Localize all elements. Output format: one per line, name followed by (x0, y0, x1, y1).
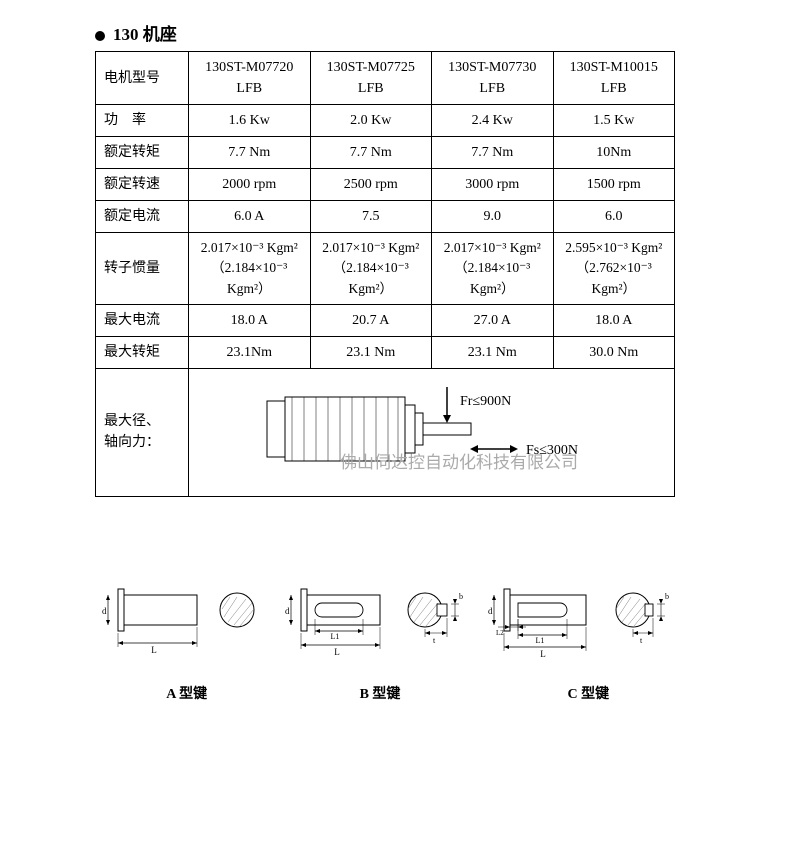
row-label-max-force: 最大径、 轴向力： (96, 368, 189, 496)
current-0: 6.0 A (189, 201, 311, 233)
speed-2: 3000 rpm (432, 169, 554, 201)
svg-text:L1: L1 (536, 636, 545, 645)
svg-text:d: d (102, 606, 107, 616)
svg-text:t: t (433, 636, 436, 645)
max-torque-1: 23.1 Nm (310, 336, 432, 368)
row-label-current: 额定电流 (96, 201, 189, 233)
power-0: 1.6 Kw (189, 105, 311, 137)
power-1: 2.0 Kw (310, 105, 432, 137)
torque-0: 7.7 Nm (189, 137, 311, 169)
svg-text:L2: L2 (496, 629, 504, 637)
key-diagram-a: d L A 型键 (102, 577, 272, 703)
key-diagram-c: d L2 L1 L (488, 577, 688, 703)
svg-text:b: b (665, 592, 669, 601)
max-current-0: 18.0 A (189, 304, 311, 336)
svg-text:d: d (285, 606, 290, 616)
svg-text:t: t (640, 636, 643, 645)
row-label-max-torque: 最大转矩 (96, 336, 189, 368)
torque-2: 7.7 Nm (432, 137, 554, 169)
max-current-1: 20.7 A (310, 304, 432, 336)
key-c-label: C 型键 (568, 683, 610, 703)
model-0: 130ST-M07720 LFB (189, 52, 311, 105)
row-label-max-current: 最大电流 (96, 304, 189, 336)
speed-0: 2000 rpm (189, 169, 311, 201)
power-3: 1.5 Kw (553, 105, 675, 137)
motor-diagram-cell: Fr≤900N Fs≤300N (189, 368, 675, 496)
svg-text:L: L (334, 647, 340, 657)
inertia-2: 2.017×10⁻³ Kgm² （2.184×10⁻³ Kgm²） (432, 233, 554, 305)
power-2: 2.4 Kw (432, 105, 554, 137)
section-heading: 130 机座 (95, 20, 693, 45)
row-label-inertia: 转子惯量 (96, 233, 189, 305)
fs-label: Fs≤300N (526, 443, 578, 458)
max-current-2: 27.0 A (432, 304, 554, 336)
inertia-0: 2.017×10⁻³ Kgm² （2.184×10⁻³ Kgm²） (189, 233, 311, 305)
inertia-1: 2.017×10⁻³ Kgm² （2.184×10⁻³ Kgm²） (310, 233, 432, 305)
model-1: 130ST-M07725 LFB (310, 52, 432, 105)
key-diagrams-row: d L A 型键 (95, 577, 695, 703)
svg-text:L1: L1 (331, 632, 340, 641)
max-torque-3: 30.0 Nm (553, 336, 675, 368)
spec-table: 电机型号 130ST-M07720 LFB 130ST-M07725 LFB 1… (95, 51, 675, 497)
row-label-power: 功 率 (96, 105, 189, 137)
motor-force-diagram: Fr≤900N Fs≤300N (212, 377, 652, 477)
key-diagram-b: d L1 L (285, 577, 475, 703)
row-label-speed: 额定转速 (96, 169, 189, 201)
current-2: 9.0 (432, 201, 554, 233)
current-1: 7.5 (310, 201, 432, 233)
speed-1: 2500 rpm (310, 169, 432, 201)
heading-text: 130 机座 (113, 25, 177, 44)
key-b-label: B 型键 (360, 683, 401, 703)
row-label-model: 电机型号 (96, 52, 189, 105)
speed-3: 1500 rpm (553, 169, 675, 201)
torque-3: 10Nm (553, 137, 675, 169)
inertia-3: 2.595×10⁻³ Kgm² （2.762×10⁻³ Kgm²） (553, 233, 675, 305)
svg-text:L: L (151, 645, 157, 655)
max-torque-0: 23.1Nm (189, 336, 311, 368)
max-torque-2: 23.1 Nm (432, 336, 554, 368)
row-label-torque: 额定转矩 (96, 137, 189, 169)
svg-text:b: b (459, 592, 463, 601)
model-3: 130ST-M10015 LFB (553, 52, 675, 105)
svg-text:L: L (541, 649, 547, 659)
current-3: 6.0 (553, 201, 675, 233)
svg-text:d: d (488, 606, 493, 616)
max-current-3: 18.0 A (553, 304, 675, 336)
bullet-icon (95, 31, 105, 41)
fr-label: Fr≤900N (460, 394, 511, 409)
key-a-label: A 型键 (166, 683, 207, 703)
model-2: 130ST-M07730 LFB (432, 52, 554, 105)
torque-1: 7.7 Nm (310, 137, 432, 169)
